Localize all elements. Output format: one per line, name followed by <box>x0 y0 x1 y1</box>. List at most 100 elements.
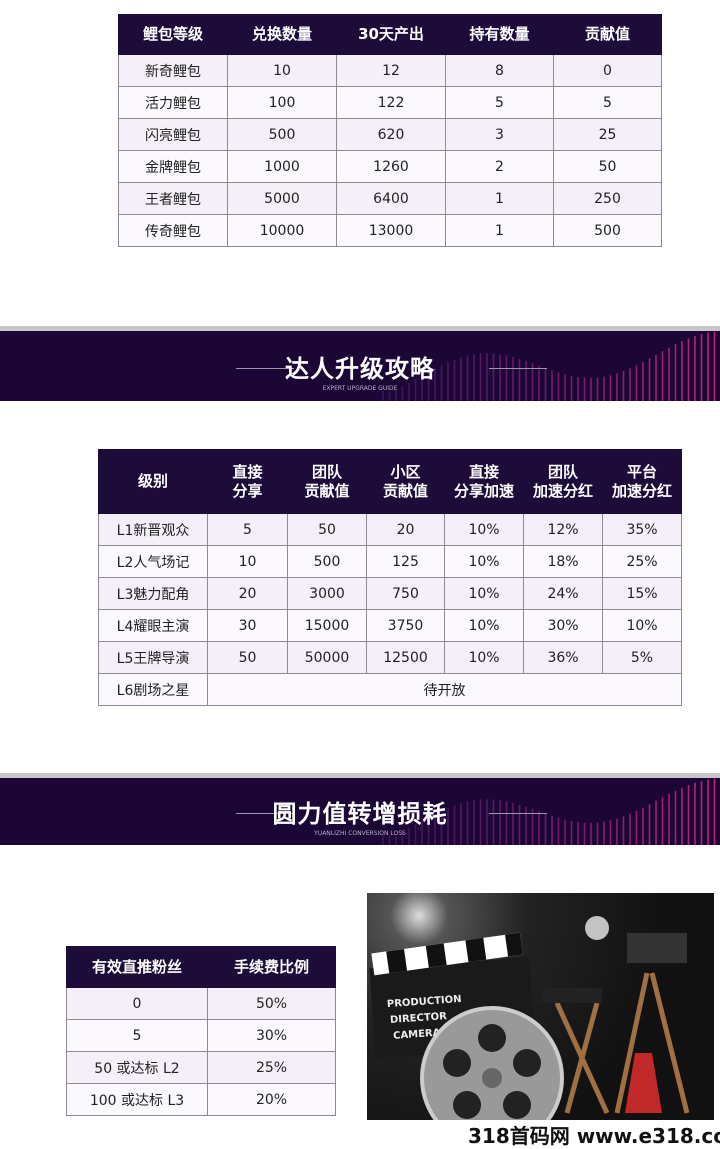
table-cell: 50 或达标 L2 <box>66 1051 208 1084</box>
table-cell: 5% <box>602 641 682 674</box>
table-cell: 10% <box>602 609 682 642</box>
clapper-text: DIRECTOR <box>390 1011 448 1026</box>
table-cell: 1 <box>445 214 554 247</box>
table-cell: 3 <box>445 118 554 151</box>
banner-title: 圆力值转增损耗 <box>272 800 448 828</box>
table-cell: 活力鲤包 <box>118 86 228 119</box>
table-cell: 30% <box>523 609 603 642</box>
table-cell: 36% <box>523 641 603 674</box>
column-header: 鲤包等级 <box>118 14 228 55</box>
table-cell: 金牌鲤包 <box>118 150 228 183</box>
column-header: 手续费比例 <box>207 946 336 988</box>
table-cell: 50000 <box>287 641 367 674</box>
table-cell: 620 <box>336 118 446 151</box>
table-row: 王者鲤包 5000 6400 1 250 <box>118 182 662 215</box>
table-cell: 10% <box>444 577 524 610</box>
watermark: 318首码网 www.e318.com <box>468 1124 720 1148</box>
table-cell: 1260 <box>336 150 446 183</box>
table-cell: 13000 <box>336 214 446 247</box>
table-cell: 5 <box>66 1019 208 1052</box>
table-row: L5王牌导演 50 50000 12500 10% 36% 5% <box>98 641 682 674</box>
table-cell: 5000 <box>227 182 337 215</box>
table-cell: 50% <box>207 987 336 1020</box>
table-row: 传奇鲤包 10000 13000 1 500 <box>118 214 662 247</box>
table-cell: 王者鲤包 <box>118 182 228 215</box>
clapper-text: CAMERA <box>393 1028 441 1042</box>
table-cell: 100 或达标 L3 <box>66 1083 208 1116</box>
column-header: 小区 贡献值 <box>366 449 445 514</box>
table-cell: 12500 <box>366 641 445 674</box>
column-header: 团队 加速分红 <box>523 449 603 514</box>
table-cell: 12 <box>336 54 446 87</box>
column-header: 贡献值 <box>553 14 662 55</box>
table-cell: 20% <box>207 1083 336 1116</box>
koi-package-table: 鲤包等级 兑换数量 30天产出 持有数量 贡献值 新奇鲤包 10 12 8 0 活力鲤包 100 122… <box>118 14 662 247</box>
clapper-text: PRODUCTION <box>387 994 462 1010</box>
table-cell: 0 <box>66 987 208 1020</box>
table-row: L6剧场之星 待开放 <box>98 673 682 706</box>
column-header: 平台 加速分红 <box>602 449 682 514</box>
table-cell: L3魅力配角 <box>98 577 208 610</box>
table-cell: 250 <box>553 182 662 215</box>
table-cell: 新奇鲤包 <box>118 54 228 87</box>
table-cell: 500 <box>227 118 337 151</box>
banner-subtitle: YUANLIZHI CONVERSION LOSS <box>314 830 406 837</box>
bars-decoration <box>382 331 716 401</box>
column-header: 直接 分享 <box>207 449 288 514</box>
table-cell: 3000 <box>287 577 367 610</box>
table-cell: L6剧场之星 <box>98 673 208 706</box>
fee-ratio-table: 有效直推粉丝 手续费比例 0 50% 5 30% 50 或达标 L2 25% 100 或达标 L… <box>66 946 336 1116</box>
table-cell: 18% <box>523 545 603 578</box>
bars-decoration <box>382 778 716 845</box>
column-header: 直接 分享加速 <box>444 449 524 514</box>
table-cell: 3750 <box>366 609 445 642</box>
column-header: 级别 <box>98 449 208 514</box>
pending-cell: 待开放 <box>207 673 682 706</box>
table-cell: 25% <box>602 545 682 578</box>
table-cell: 25 <box>553 118 662 151</box>
table-cell: 30 <box>207 609 288 642</box>
banner-subtitle: EXPERT UPGRADE GUIDE <box>322 385 398 392</box>
table-cell: 10 <box>207 545 288 578</box>
table-cell: 12% <box>523 513 603 546</box>
table-cell: 5 <box>445 86 554 119</box>
table-row: L1新晋观众 5 50 20 10% 12% 35% <box>98 513 682 546</box>
table-cell: 8 <box>445 54 554 87</box>
table-row: L4耀眼主演 30 15000 3750 10% 30% 10% <box>98 609 682 642</box>
divider <box>489 813 547 814</box>
table-cell: 10% <box>444 513 524 546</box>
column-header: 持有数量 <box>445 14 554 55</box>
table-cell: 500 <box>287 545 367 578</box>
column-header: 有效直推粉丝 <box>66 946 208 988</box>
film-props-image: PRODUCTION DIRECTOR CAMERA <box>367 893 714 1120</box>
table-cell: 20 <box>366 513 445 546</box>
table-row: 新奇鲤包 10 12 8 0 <box>118 54 662 87</box>
table-row: 活力鲤包 100 122 5 5 <box>118 86 662 119</box>
table-cell: 125 <box>366 545 445 578</box>
column-header: 兑换数量 <box>227 14 337 55</box>
table-cell: 6400 <box>336 182 446 215</box>
table-cell: 10000 <box>227 214 337 247</box>
table-cell: 1 <box>445 182 554 215</box>
table-cell: 500 <box>553 214 662 247</box>
table-cell: 10% <box>444 641 524 674</box>
table-cell: L1新晋观众 <box>98 513 208 546</box>
table-cell: 20 <box>207 577 288 610</box>
expert-upgrade-banner: 达人升级攻略 EXPERT UPGRADE GUIDE <box>0 326 720 401</box>
table-cell: 15% <box>602 577 682 610</box>
banner-title: 达人升级攻略 <box>285 355 435 383</box>
table-cell: 10% <box>444 609 524 642</box>
expert-level-table: 级别 直接 分享 团队 贡献值 小区 贡献值 直接 分享加速 团队 加速分红 平台 加速分红… <box>98 449 682 706</box>
conversion-loss-banner: 圆力值转增损耗 YUANLIZHI CONVERSION LOSS <box>0 773 720 845</box>
table-cell: 35% <box>602 513 682 546</box>
table-row: 金牌鲤包 1000 1260 2 50 <box>118 150 662 183</box>
table-cell: 传奇鲤包 <box>118 214 228 247</box>
table-cell: 24% <box>523 577 603 610</box>
table-row: 50 或达标 L2 25% <box>66 1051 336 1084</box>
divider <box>236 368 294 369</box>
table-row: 0 50% <box>66 987 336 1020</box>
table-cell: 30% <box>207 1019 336 1052</box>
table-cell: L2人气场记 <box>98 545 208 578</box>
table-cell: 0 <box>553 54 662 87</box>
table-row: 5 30% <box>66 1019 336 1052</box>
